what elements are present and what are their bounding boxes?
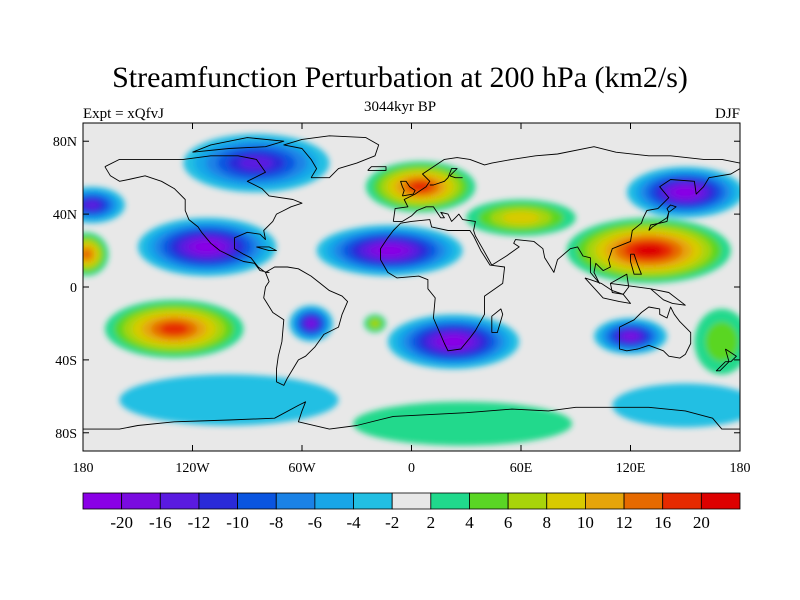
plot-title: Streamfunction Perturbation at 200 hPa (… <box>112 61 688 94</box>
coast-britain <box>400 180 416 197</box>
colorbar-box <box>353 492 393 510</box>
lon-tick-label: 60E <box>510 461 533 476</box>
coast-japan <box>648 204 677 231</box>
colorbar-label: 6 <box>504 513 513 532</box>
field-contour-6-5 <box>84 200 100 210</box>
field-contour-14-3 <box>502 211 540 224</box>
colorbar-label: -12 <box>188 513 211 532</box>
field-contour-7-5 <box>239 156 274 170</box>
colorbar-box <box>469 492 509 510</box>
colorbar-box <box>82 492 123 510</box>
field-contour-1-7 <box>376 246 403 256</box>
colorbar-box <box>623 492 664 510</box>
colorbar-label: -4 <box>346 513 361 532</box>
colorbar-label: -6 <box>308 513 322 532</box>
field-contour-11-6 <box>160 323 189 335</box>
field-contour-2-7 <box>441 336 466 347</box>
colorbar-label: 12 <box>616 513 633 532</box>
colorbar-label: 20 <box>693 513 710 532</box>
experiment-label: Expt = xQfvJ <box>83 106 164 122</box>
streamfunction-field <box>83 133 740 446</box>
coast-eurasia <box>392 146 740 284</box>
field-contour-8-0 <box>612 383 740 428</box>
colorbar-label: 4 <box>465 513 474 532</box>
lat-tick-label: 0 <box>70 281 77 296</box>
coast-caribbean-cuba <box>256 246 277 252</box>
colorbar-label: -10 <box>226 513 249 532</box>
lon-tick-label: 120W <box>175 461 210 476</box>
field-contour-15-0 <box>353 401 573 446</box>
coast-south-america <box>263 266 349 386</box>
colorbar-label: -20 <box>110 513 133 532</box>
colorbar-box <box>507 492 548 510</box>
coast-borneo-png <box>609 273 686 306</box>
colorbar: -20 -16 -12 -10 -8 -6 -4 -2 2 4 6 8 10 12 16 20 <box>82 492 741 532</box>
coast-philippines <box>630 253 642 275</box>
colorbar-box <box>585 492 625 510</box>
field-contour-3-7 <box>674 187 696 197</box>
colorbar-box <box>700 492 741 510</box>
colorbar-label: 10 <box>577 513 594 532</box>
colorbar-box <box>430 492 470 510</box>
field-contour-17-1 <box>705 321 739 362</box>
colorbar-box <box>314 492 354 510</box>
lat-tick-label: 40S <box>55 354 77 369</box>
field-contour-4-6 <box>306 319 316 328</box>
field-contour-16-2 <box>370 319 380 328</box>
colorbar-label: -8 <box>269 513 283 532</box>
lon-tick-label: 0 <box>408 461 415 476</box>
field-contour-10-7 <box>634 244 664 257</box>
lon-tick-label: 120E <box>616 461 646 476</box>
coast-new-zealand <box>715 348 737 372</box>
colorbar-label: 16 <box>654 513 671 532</box>
coast-madagascar <box>491 308 504 334</box>
colorbar-box <box>275 492 316 510</box>
colorbar-box <box>198 492 238 510</box>
colorbar-box <box>159 492 200 510</box>
coast-scandinavia-gulf <box>429 168 463 186</box>
colorbar-box <box>546 492 586 510</box>
colorbar-label: -16 <box>149 513 172 532</box>
lat-tick-label: 80S <box>55 427 77 442</box>
coast-north-america <box>104 155 303 273</box>
coast-arctic-islands <box>192 137 285 153</box>
season-label: DJF <box>714 106 740 122</box>
coastlines <box>83 135 740 430</box>
lat-tick-label: 40N <box>53 208 77 223</box>
lon-tick-label: 180 <box>73 461 94 476</box>
colorbar-box <box>121 492 161 510</box>
lon-tick-label: 60W <box>288 461 316 476</box>
coast-australia <box>619 306 692 359</box>
coast-greenland <box>283 135 380 179</box>
colorbar-box <box>237 492 277 510</box>
colorbar-label: -2 <box>385 513 399 532</box>
colorbar-box <box>662 492 702 510</box>
field-contour-9-0 <box>119 374 339 426</box>
coast-antarctica <box>83 401 740 430</box>
plot-subtitle: 3044kyr BP <box>363 99 437 115</box>
field-contour-12-6 <box>409 181 432 192</box>
coast-iceland <box>367 166 387 171</box>
coast-africa <box>380 219 506 352</box>
field-contour-0-7 <box>194 241 220 253</box>
colorbar-box <box>391 492 432 510</box>
lon-tick-label: 180 <box>730 461 751 476</box>
field-contour-5-6 <box>623 332 638 340</box>
map-axes: 180 120W 60W 0 60E 120E 180 80N 40N 0 40S 80S <box>53 123 751 476</box>
field-contour-13-5 <box>83 249 92 260</box>
colorbar-label: 2 <box>427 513 436 532</box>
colorbar-label: 8 <box>543 513 552 532</box>
lat-tick-label: 80N <box>53 135 77 150</box>
